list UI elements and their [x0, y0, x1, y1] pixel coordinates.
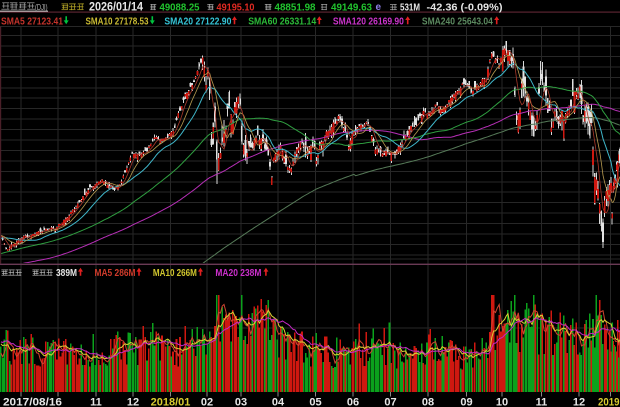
svg-text:12: 12: [573, 397, 585, 407]
svg-text:04: 04: [272, 397, 285, 407]
svg-text:2018/01: 2018/01: [151, 397, 191, 407]
svg-text:MA5 286M: MA5 286M: [95, 267, 136, 279]
svg-text:05: 05: [309, 397, 321, 407]
svg-text:SMA240 25643.04: SMA240 25643.04: [422, 16, 493, 28]
svg-text:-42.36 (-0.09%): -42.36 (-0.09%): [427, 2, 503, 14]
svg-text:389M: 389M: [56, 267, 77, 279]
svg-text:e: e: [376, 2, 382, 13]
svg-text:09: 09: [460, 397, 472, 407]
svg-text:49088.25: 49088.25: [160, 2, 200, 14]
svg-text:SMA60 26331.14: SMA60 26331.14: [248, 16, 316, 28]
svg-text:531M: 531M: [400, 2, 420, 14]
svg-text:06: 06: [347, 397, 359, 407]
svg-text:11: 11: [536, 397, 548, 407]
svg-text:(DJI): (DJI): [35, 2, 48, 12]
svg-text:MA20 238M: MA20 238M: [215, 267, 261, 279]
svg-text:49149.63: 49149.63: [331, 2, 372, 14]
svg-text:SMA10 27178.53: SMA10 27178.53: [86, 16, 149, 28]
svg-text:SMA20 27122.90: SMA20 27122.90: [164, 16, 231, 28]
svg-text:SMA5 27123.41: SMA5 27123.41: [1, 16, 63, 28]
svg-text:2026/01/14: 2026/01/14: [89, 2, 144, 14]
svg-text:02: 02: [201, 397, 213, 407]
svg-text:48851.98: 48851.98: [275, 2, 316, 14]
svg-text:07: 07: [384, 397, 396, 407]
svg-text:11: 11: [90, 397, 102, 407]
svg-text:SMA120 26169.90: SMA120 26169.90: [333, 16, 404, 28]
svg-text:2019: 2019: [598, 397, 620, 407]
svg-text:MA10 266M: MA10 266M: [153, 267, 197, 279]
svg-text:49195.10: 49195.10: [217, 2, 255, 14]
svg-text:12: 12: [127, 397, 139, 407]
svg-text:2017/08/16: 2017/08/16: [3, 397, 62, 407]
svg-text:03: 03: [235, 397, 247, 407]
svg-text:08: 08: [422, 397, 434, 407]
svg-text:10: 10: [496, 397, 508, 407]
